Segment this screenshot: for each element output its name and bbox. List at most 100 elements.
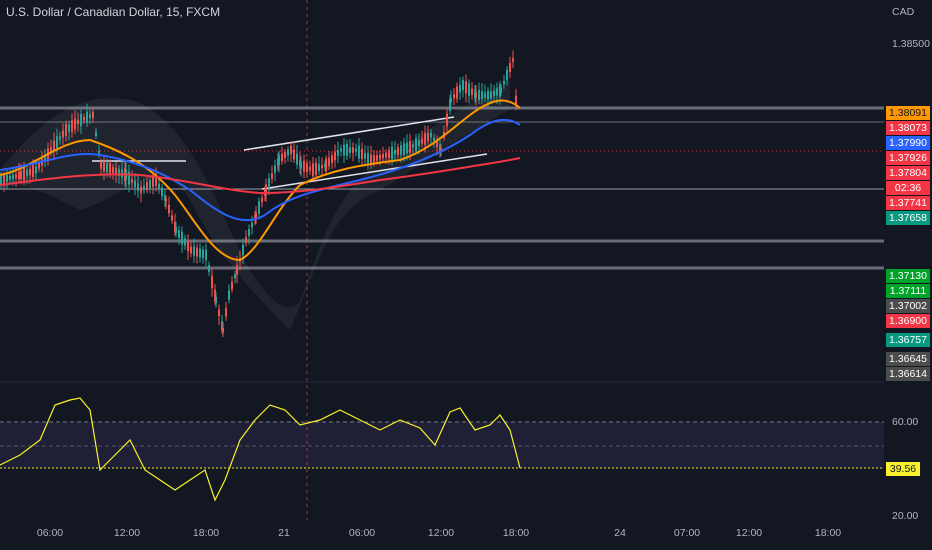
time-axis-label: 07:00 [673,527,701,539]
candle-body [251,222,253,228]
candle-body [86,111,88,124]
price-tag: 1.36645 [886,351,930,366]
candle-body [370,154,372,166]
candle-body [361,148,363,160]
time-axis-label: 12:00 [735,527,763,539]
candle-body [427,132,429,142]
candle-body [98,150,100,155]
candle-body [62,130,64,138]
price-tag: 1.37130 [886,269,930,284]
candle-body [155,173,157,187]
candle-body [56,136,58,148]
candle-body [225,308,227,317]
rsi-lower-label: 20.00 [892,510,919,522]
candle-body [118,168,120,176]
candle-body [512,58,514,62]
candle-body [453,94,455,99]
price-axis-top-label: 1.38500 [892,38,930,50]
rsi-line [0,397,521,502]
candle-body [300,161,302,169]
candle-body [309,166,311,171]
price-tag: 1.37804 [886,166,930,181]
candle-body [367,152,369,164]
candle-body [248,229,250,236]
candle-body [475,92,477,98]
candle-body [321,164,323,169]
candle-body [18,171,20,180]
price-tag: 1.37741 [886,196,930,211]
candle-body [15,174,17,179]
symbol-title[interactable]: U.S. Dollar / Canadian Dollar, 15, FXCM [6,5,221,19]
candle-body [165,198,167,202]
candle-body [459,85,461,93]
candle-body [337,149,339,157]
candle-body [181,231,183,245]
candle-body [506,69,508,81]
candle-body [221,321,223,331]
candle-body [211,275,213,289]
candle-body [373,155,375,163]
candle-body [140,186,142,194]
candle-body [493,90,495,97]
candle-body [446,113,448,127]
candle-body [278,155,280,165]
candle-body [71,120,73,132]
candle-body [228,290,230,300]
candle-body [0,175,2,185]
candle-body [218,309,220,317]
candle-body [158,183,160,189]
price-tag: 1.37658 [886,211,930,226]
candle-body [214,289,216,302]
candle-body [80,114,82,126]
candle-body [376,155,378,161]
candle-body [394,149,396,155]
candle-body [284,152,286,158]
candle-body [397,147,399,155]
candle-body [349,147,351,153]
candle-body [242,244,244,256]
time-axis-label: 12:00 [113,527,141,539]
candle-body [391,146,393,160]
candle-body [274,165,276,173]
time-axis-label: 18:00 [814,527,842,539]
candle-body [187,240,189,252]
candle-body [26,169,28,177]
candle-body [74,118,76,130]
candle-body [199,248,201,258]
candle-body [364,153,366,159]
candle-body [6,174,8,183]
candle-body [205,249,207,261]
time-axis-label: 21 [278,527,290,539]
candle-body [484,92,486,98]
candle-body [164,195,166,201]
time-axis-label: 06:00 [36,527,64,539]
price-tag: 02:36 [886,181,930,196]
candle-body [462,80,464,90]
candle-body [20,170,22,180]
candle-body [465,81,467,94]
candle-body [346,144,348,156]
candle-body [318,164,320,172]
candle-body [178,230,180,238]
price-tag: 1.36614 [886,366,930,381]
candle-body [128,171,130,185]
candle-body [255,212,257,218]
channel-upper-line [243,116,455,151]
candle-body [268,178,270,188]
candle-body [331,155,333,163]
candle-body [315,162,317,176]
candle-body [481,90,483,100]
candle-body [382,153,384,159]
candle-body [430,132,432,138]
candle-body [109,162,111,175]
candle-body [171,215,173,221]
candle-body [3,175,5,184]
candle-body [146,181,148,191]
time-axis-label: 18:00 [192,527,220,539]
price-tag: 1.36900 [886,314,930,329]
price-tag: 1.37926 [886,151,930,166]
candle-body [509,62,511,73]
candle-body [77,119,79,125]
candle-body [208,265,210,272]
